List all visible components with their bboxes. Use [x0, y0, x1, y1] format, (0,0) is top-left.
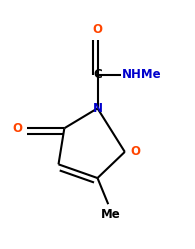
Text: O: O [131, 145, 141, 158]
Text: Me: Me [101, 208, 121, 221]
Text: NHMe: NHMe [122, 68, 161, 81]
Text: O: O [92, 23, 103, 36]
Text: C: C [93, 68, 102, 81]
Text: O: O [12, 122, 22, 135]
Text: N: N [92, 102, 103, 115]
